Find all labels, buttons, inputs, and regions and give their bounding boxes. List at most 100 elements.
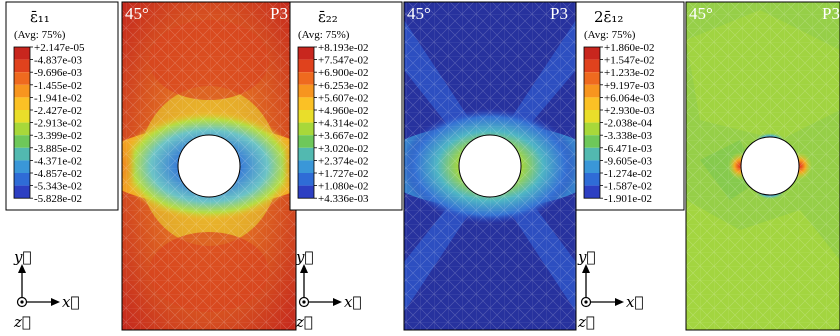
legend-value-e22: +2.374e-02	[318, 155, 369, 167]
angle-label-e11: 45°	[125, 4, 149, 23]
legend-value-e22: +8.193e-02	[318, 42, 369, 54]
legend-subtitle-e11: (Avg: 75%)	[14, 29, 66, 41]
case-label-e11: P3	[270, 4, 288, 23]
panel-2e12: 2ε̄₁₂ (Avg: 75%) +1.860e-02+1.547e-02+1.…	[575, 1, 840, 331]
legend-band-2e12	[584, 97, 600, 110]
legend-band-e11	[14, 47, 30, 60]
legend-value-2e12: -9.605e-03	[604, 155, 652, 167]
legend-scale-e11: +2.147e-05-4.837e-03-9.696e-03-1.455e-02…	[13, 42, 85, 205]
legend-subtitle-2e12: (Avg: 75%)	[584, 29, 636, 41]
legend-band-2e12	[584, 173, 600, 186]
legend-value-2e12: -1.274e-02	[604, 168, 652, 180]
contour-field-e22	[404, 2, 576, 330]
z-axis-label-2e12: z⃗	[577, 313, 595, 331]
legend-value-e22: +6.253e-02	[318, 80, 369, 92]
legend-value-e22: +1.080e-02	[318, 181, 369, 193]
legend-value-e11: -5.343e-02	[34, 181, 82, 193]
legend-value-e22: +4.336e-03	[318, 193, 369, 205]
legend-band-e22	[298, 47, 314, 60]
legend-band-e22	[298, 173, 314, 186]
panel-e11: ε̄₁₁ (Avg: 75%) +2.147e-05-4.837e-03-9.6…	[5, 1, 297, 331]
legend-band-2e12	[584, 84, 600, 98]
legend-band-2e12	[584, 110, 600, 123]
angle-label-e22: 45°	[407, 4, 431, 23]
legend-value-2e12: -3.338e-03	[604, 130, 652, 142]
legend-value-e11: -9.696e-03	[34, 67, 82, 79]
legend-value-e22: +3.667e-02	[318, 130, 369, 142]
legend-band-e22	[298, 72, 314, 85]
legend-value-2e12: -2.038e-04	[604, 118, 652, 130]
legend-value-e22: +3.020e-02	[318, 143, 369, 155]
legend-band-e11	[14, 110, 30, 123]
legend-value-e11: -2.427e-02	[34, 105, 82, 117]
legend-value-e22: +1.727e-02	[318, 168, 369, 180]
legend-value-e11: -1.455e-02	[34, 80, 82, 92]
legend-value-e22: +4.960e-02	[318, 105, 369, 117]
legend-value-e22: +5.607e-02	[318, 92, 369, 104]
axis-triad-e11: y⃗ x⃗ z⃗	[13, 248, 79, 331]
legend-band-e22	[298, 135, 314, 148]
legend-value-e11: -3.885e-02	[34, 143, 82, 155]
x-axis-label-e22: x⃗	[344, 293, 361, 311]
x-axis-label-2e12: x⃗	[626, 293, 643, 311]
legend-band-e11	[14, 135, 30, 148]
legend-value-2e12: +9.197e-03	[604, 80, 655, 92]
legend-subtitle-e22: (Avg: 75%)	[298, 29, 350, 41]
legend-band-e22	[298, 147, 314, 161]
hole-e11	[177, 134, 241, 198]
legend-value-2e12: -1.587e-02	[604, 181, 652, 193]
legend-value-e22: +6.900e-02	[318, 67, 369, 79]
legend-value-e11: -1.941e-02	[34, 92, 82, 104]
legend-title-e11: ε̄₁₁	[30, 8, 50, 26]
legend-value-2e12: +1.547e-02	[604, 55, 655, 67]
legend-band-e22	[298, 59, 314, 73]
legend-value-e11: -4.857e-02	[34, 168, 82, 180]
angle-label-2e12: 45°	[689, 4, 713, 23]
legend-title-e22: ε̄₂₂	[318, 8, 338, 26]
legend-value-e11: -2.913e-02	[34, 118, 82, 130]
legend-band-e11	[14, 173, 30, 186]
contour-field-2e12	[686, 2, 840, 330]
axis-triad-e22: y⃗ x⃗ z⃗	[295, 248, 361, 331]
legend-band-2e12	[584, 47, 600, 60]
legend-band-e11	[14, 160, 30, 173]
legend-value-2e12: +2.930e-03	[604, 105, 655, 117]
hole-e22	[458, 134, 522, 198]
legend-value-e22: +7.547e-02	[318, 55, 369, 67]
legend-value-2e12: +1.233e-02	[604, 67, 655, 79]
legend-band-e11	[14, 185, 30, 199]
legend-band-e22	[298, 160, 314, 173]
legend-band-e22	[298, 185, 314, 199]
legend-scale-2e12: +1.860e-02+1.547e-02+1.233e-02+9.197e-03…	[583, 42, 655, 205]
legend-scale-e22: +8.193e-02+7.547e-02+6.900e-02+6.253e-02…	[297, 42, 369, 205]
legend-band-2e12	[584, 59, 600, 73]
legend-band-e11	[14, 97, 30, 110]
y-axis-label-e22: y⃗	[295, 248, 313, 266]
legend-value-e11: -4.371e-02	[34, 155, 82, 167]
legend-band-2e12	[584, 185, 600, 199]
panel-e22: ε̄₂₂ (Avg: 75%) +8.193e-02+7.547e-02+6.9…	[289, 1, 577, 331]
legend-band-2e12	[584, 122, 600, 136]
legend-title-2e12: 2ε̄₁₂	[594, 8, 623, 26]
legend-band-e11	[14, 59, 30, 73]
legend-value-2e12: -6.471e-03	[604, 143, 652, 155]
axis-triad-2e12: y⃗ x⃗ z⃗	[577, 248, 643, 331]
legend-band-e11	[14, 84, 30, 98]
legend-band-e11	[14, 147, 30, 161]
z-axis-label-e11: z⃗	[13, 313, 31, 331]
legend-band-2e12	[584, 147, 600, 161]
legend-band-e11	[14, 72, 30, 85]
y-axis-label-e11: y⃗	[13, 248, 31, 266]
case-label-e22: P3	[550, 4, 568, 23]
legend-band-2e12	[584, 72, 600, 85]
legend-value-e11: -4.837e-03	[34, 55, 82, 67]
legend-value-e11: +2.147e-05	[34, 42, 85, 54]
case-label-2e12: P3	[822, 4, 840, 23]
legend-band-2e12	[584, 160, 600, 173]
x-axis-label-e11: x⃗	[62, 293, 79, 311]
legend-band-2e12	[584, 135, 600, 148]
contour-field-e11	[122, 2, 296, 330]
legend-band-e22	[298, 97, 314, 110]
legend-value-2e12: -1.901e-02	[604, 193, 652, 205]
